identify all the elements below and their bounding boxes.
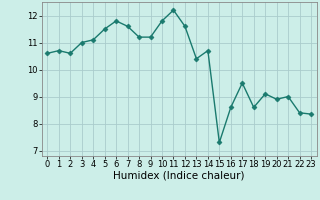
X-axis label: Humidex (Indice chaleur): Humidex (Indice chaleur) — [114, 171, 245, 181]
